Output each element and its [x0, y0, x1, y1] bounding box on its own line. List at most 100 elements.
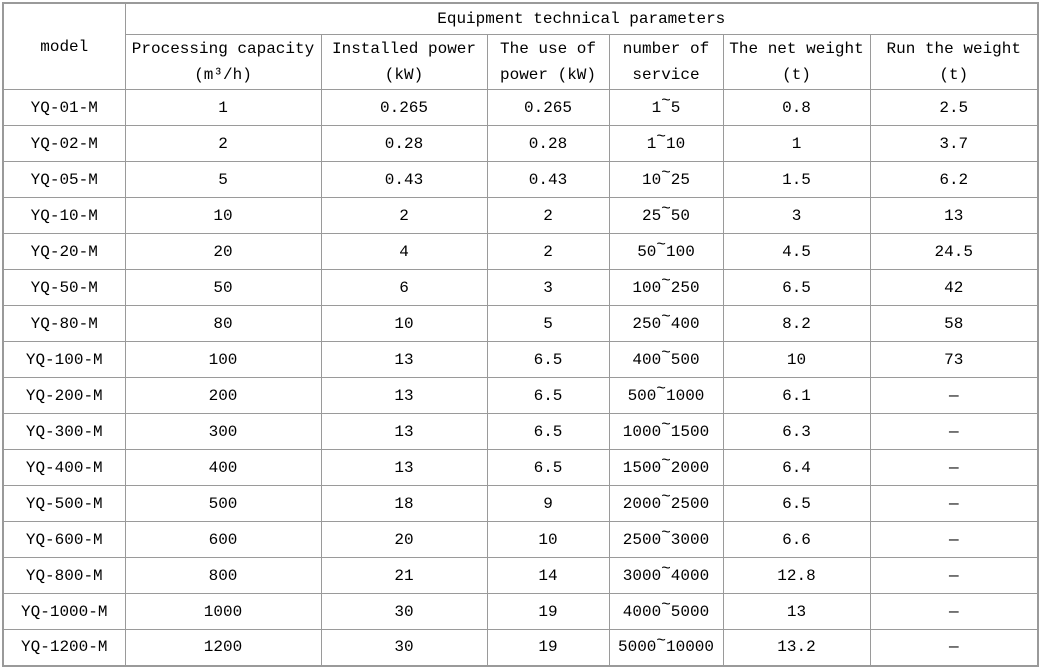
net-weight-cell: 6.3 — [722, 413, 871, 450]
installed-power-cell: 2 — [320, 197, 488, 234]
use-of-power-cell: 0.265 — [486, 89, 610, 126]
service-cell: 25~50 — [608, 197, 724, 234]
run-weight-cell: 58 — [869, 305, 1039, 342]
net-weight-cell: 1 — [722, 125, 871, 162]
net-weight-cell: 10 — [722, 341, 871, 378]
column-header-run-weight: Run the weight (t) — [869, 34, 1039, 90]
net-weight-cell: 4.5 — [722, 233, 871, 270]
installed-power-cell: 30 — [320, 629, 488, 666]
capacity-cell: 100 — [124, 341, 322, 378]
use-of-power-cell: 9 — [486, 485, 610, 522]
run-weight-cell: — — [869, 413, 1039, 450]
installed-power-cell: 0.265 — [320, 89, 488, 126]
model-cell: YQ-300-M — [2, 413, 126, 450]
installed-power-cell: 30 — [320, 593, 488, 630]
run-weight-cell: — — [869, 593, 1039, 630]
table-row: YQ-80-M 80 10 5 250~400 8.2 58 — [2, 305, 1039, 342]
table-title: Equipment technical parameters — [124, 2, 1039, 35]
run-weight-cell: — — [869, 377, 1039, 414]
installed-power-cell: 20 — [320, 521, 488, 558]
net-weight-cell: 0.8 — [722, 89, 871, 126]
model-cell: YQ-20-M — [2, 233, 126, 270]
table-row: YQ-50-M 50 6 3 100~250 6.5 42 — [2, 269, 1039, 306]
net-weight-cell: 3 — [722, 197, 871, 234]
run-weight-cell: 13 — [869, 197, 1039, 234]
table-row: YQ-1200-M 1200 30 19 5000~10000 13.2 — — [2, 629, 1039, 666]
use-of-power-cell: 10 — [486, 521, 610, 558]
service-cell: 1~5 — [608, 89, 724, 126]
table-row: YQ-600-M 600 20 10 2500~3000 6.6 — — [2, 521, 1039, 558]
column-header-processing-capacity: Processing capacity (m³/h) — [124, 34, 322, 90]
installed-power-cell: 21 — [320, 557, 488, 594]
service-cell: 400~500 — [608, 341, 724, 378]
title-row: model Equipment technical parameters — [2, 2, 1039, 90]
model-cell: YQ-400-M — [2, 449, 126, 486]
tilde-glyph: ~ — [661, 272, 671, 291]
capacity-cell: 5 — [124, 161, 322, 198]
net-weight-cell: 6.1 — [722, 377, 871, 414]
model-cell: YQ-800-M — [2, 557, 126, 594]
tilde-glyph: ~ — [656, 128, 666, 147]
capacity-cell: 500 — [124, 485, 322, 522]
service-cell: 5000~10000 — [608, 629, 724, 666]
column-header-label: Processing capacity — [131, 40, 315, 58]
use-of-power-cell: 0.28 — [486, 125, 610, 162]
table-row: YQ-1000-M 1000 30 19 4000~5000 13 — — [2, 593, 1039, 630]
use-of-power-cell: 5 — [486, 305, 610, 342]
tilde-glyph: ~ — [661, 416, 671, 435]
use-of-power-cell: 2 — [486, 197, 610, 234]
service-cell: 2000~2500 — [608, 485, 724, 522]
capacity-cell: 80 — [124, 305, 322, 342]
use-of-power-cell: 3 — [486, 269, 610, 306]
run-weight-cell: 73 — [869, 341, 1039, 378]
tilde-glyph: ~ — [661, 524, 671, 543]
tilde-glyph: ~ — [661, 200, 671, 219]
table-row: YQ-100-M 100 13 6.5 400~500 10 73 — [2, 341, 1039, 378]
model-cell: YQ-1200-M — [2, 629, 126, 666]
net-weight-cell: 6.6 — [722, 521, 871, 558]
column-header-label: The net weight — [729, 40, 864, 58]
corner-header-model: model — [2, 2, 126, 90]
service-cell: 250~400 — [608, 305, 724, 342]
service-cell: 1500~2000 — [608, 449, 724, 486]
model-cell: YQ-80-M — [2, 305, 126, 342]
run-weight-cell: 24.5 — [869, 233, 1039, 270]
tilde-glyph: ~ — [656, 632, 666, 651]
model-cell: YQ-500-M — [2, 485, 126, 522]
service-cell: 4000~5000 — [608, 593, 724, 630]
table-row: YQ-200-M 200 13 6.5 500~1000 6.1 — — [2, 377, 1039, 414]
run-weight-cell: 2.5 — [869, 89, 1039, 126]
model-cell: YQ-05-M — [2, 161, 126, 198]
use-of-power-cell: 2 — [486, 233, 610, 270]
capacity-cell: 200 — [124, 377, 322, 414]
use-of-power-cell: 19 — [486, 629, 610, 666]
table-row: YQ-400-M 400 13 6.5 1500~2000 6.4 — — [2, 449, 1039, 486]
use-of-power-cell: 19 — [486, 593, 610, 630]
run-weight-cell: 6.2 — [869, 161, 1039, 198]
capacity-cell: 600 — [124, 521, 322, 558]
table-row: YQ-500-M 500 18 9 2000~2500 6.5 — — [2, 485, 1039, 522]
installed-power-cell: 13 — [320, 341, 488, 378]
table-row: YQ-300-M 300 13 6.5 1000~1500 6.3 — — [2, 413, 1039, 450]
net-weight-cell: 12.8 — [722, 557, 871, 594]
column-header-unit: (m³/h) — [194, 66, 252, 84]
use-of-power-cell: 6.5 — [486, 341, 610, 378]
net-weight-cell: 8.2 — [722, 305, 871, 342]
table-body: YQ-01-M 1 0.265 0.265 1~5 0.8 2.5 YQ-02-… — [2, 89, 1039, 666]
use-of-power-cell: 14 — [486, 557, 610, 594]
table-row: YQ-800-M 800 21 14 3000~4000 12.8 — — [2, 557, 1039, 594]
capacity-cell: 2 — [124, 125, 322, 162]
service-cell: 500~1000 — [608, 377, 724, 414]
net-weight-cell: 1.5 — [722, 161, 871, 198]
installed-power-cell: 18 — [320, 485, 488, 522]
capacity-cell: 800 — [124, 557, 322, 594]
tilde-glyph: ~ — [661, 344, 671, 363]
use-of-power-cell: 0.43 — [486, 161, 610, 198]
installed-power-cell: 13 — [320, 413, 488, 450]
table-row: YQ-10-M 10 2 2 25~50 3 13 — [2, 197, 1039, 234]
column-header-unit: (kW) — [384, 66, 424, 84]
installed-power-cell: 0.28 — [320, 125, 488, 162]
tilde-glyph: ~ — [661, 164, 671, 183]
tilde-glyph: ~ — [661, 308, 671, 327]
